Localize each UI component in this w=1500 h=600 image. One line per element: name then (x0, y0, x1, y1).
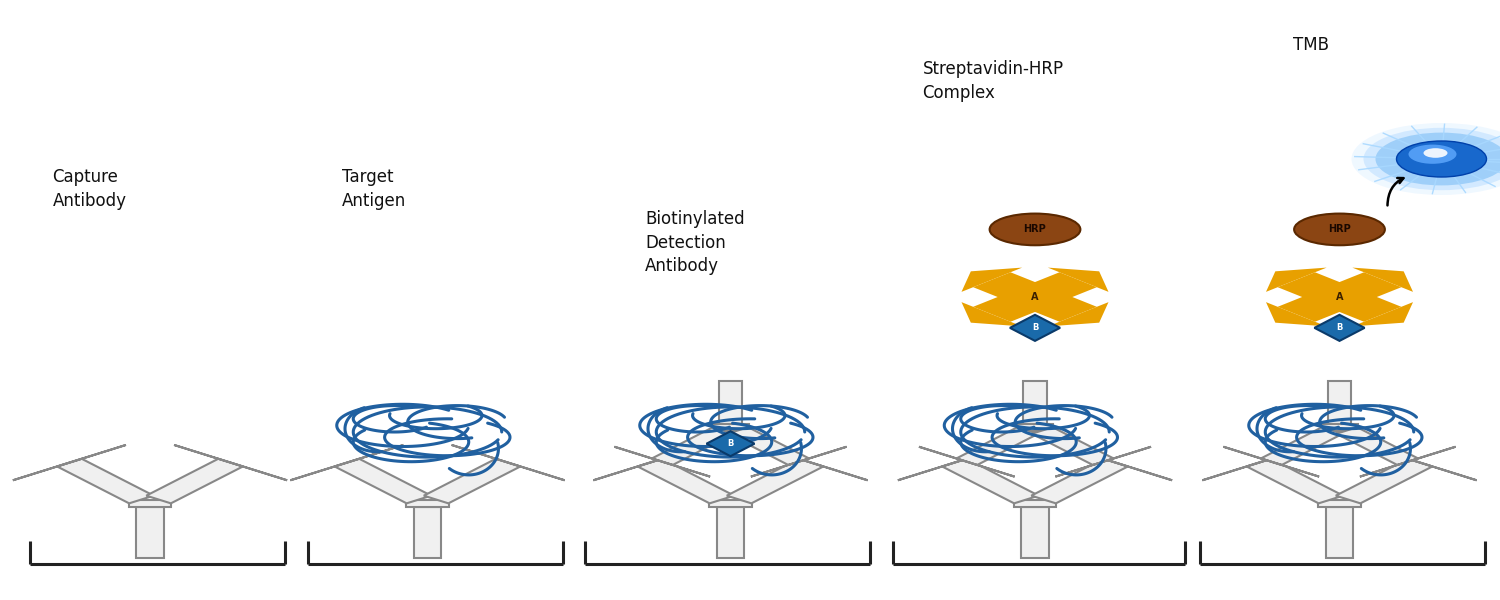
Polygon shape (174, 445, 286, 480)
Polygon shape (728, 427, 809, 465)
Polygon shape (594, 445, 706, 480)
Circle shape (1364, 128, 1500, 190)
Polygon shape (334, 459, 430, 503)
Polygon shape (728, 459, 824, 503)
Polygon shape (136, 507, 164, 558)
Polygon shape (1014, 499, 1056, 507)
Polygon shape (13, 445, 126, 480)
Polygon shape (974, 272, 1053, 304)
Polygon shape (1203, 445, 1316, 480)
Circle shape (1311, 286, 1368, 308)
Polygon shape (1266, 268, 1326, 292)
Polygon shape (1048, 268, 1108, 292)
Circle shape (1352, 123, 1500, 195)
Polygon shape (129, 499, 171, 507)
Text: Biotinylated
Detection
Antibody: Biotinylated Detection Antibody (645, 210, 744, 275)
Polygon shape (1314, 315, 1365, 341)
Ellipse shape (990, 214, 1080, 245)
Polygon shape (962, 268, 1022, 292)
Polygon shape (147, 459, 243, 503)
Polygon shape (1364, 445, 1476, 480)
Polygon shape (942, 459, 1038, 503)
Polygon shape (1278, 272, 1358, 304)
Polygon shape (957, 427, 1038, 465)
Text: TMB: TMB (1293, 36, 1329, 54)
Polygon shape (615, 447, 710, 476)
Polygon shape (710, 499, 752, 507)
Circle shape (1408, 145, 1456, 164)
Text: HRP: HRP (1328, 224, 1352, 235)
Polygon shape (898, 445, 1011, 480)
Polygon shape (1010, 315, 1060, 341)
Polygon shape (1017, 424, 1053, 431)
Polygon shape (414, 507, 441, 558)
Text: Capture
Antibody: Capture Antibody (53, 168, 126, 209)
Text: Streptavidin-HRP
Complex: Streptavidin-HRP Complex (922, 60, 1064, 101)
Polygon shape (962, 302, 1022, 326)
Text: B: B (1336, 323, 1342, 332)
Polygon shape (424, 459, 520, 503)
Text: B: B (728, 439, 734, 448)
Polygon shape (452, 445, 564, 480)
Polygon shape (1322, 272, 1401, 304)
Polygon shape (638, 459, 734, 503)
Circle shape (1396, 141, 1486, 177)
Polygon shape (291, 445, 404, 480)
Text: Target
Antigen: Target Antigen (342, 168, 406, 209)
Text: A: A (1032, 292, 1038, 302)
Polygon shape (1032, 459, 1128, 503)
Polygon shape (406, 499, 448, 507)
Polygon shape (1328, 381, 1352, 424)
Polygon shape (706, 431, 754, 456)
Polygon shape (754, 445, 867, 480)
Circle shape (1007, 286, 1064, 308)
Polygon shape (652, 427, 734, 465)
Polygon shape (1322, 290, 1401, 322)
Polygon shape (752, 447, 846, 476)
Text: HRP: HRP (1023, 224, 1047, 235)
Polygon shape (1318, 499, 1360, 507)
Polygon shape (1326, 507, 1353, 558)
Text: B: B (1032, 323, 1038, 332)
Polygon shape (1336, 427, 1418, 465)
Polygon shape (1023, 381, 1047, 424)
Polygon shape (1032, 427, 1113, 465)
Polygon shape (1360, 447, 1455, 476)
Polygon shape (920, 447, 1014, 476)
Polygon shape (712, 424, 748, 431)
Polygon shape (1022, 507, 1048, 558)
Polygon shape (1017, 290, 1096, 322)
Ellipse shape (1294, 214, 1384, 245)
Circle shape (1376, 133, 1500, 185)
Polygon shape (1056, 447, 1150, 476)
Polygon shape (57, 459, 153, 503)
Polygon shape (1353, 268, 1413, 292)
Polygon shape (1262, 427, 1342, 465)
Circle shape (1424, 148, 1448, 158)
Polygon shape (1278, 290, 1358, 322)
Polygon shape (718, 381, 742, 424)
Polygon shape (974, 290, 1053, 322)
Polygon shape (1246, 459, 1342, 503)
Polygon shape (1266, 302, 1326, 326)
Polygon shape (1224, 447, 1318, 476)
Polygon shape (1017, 272, 1096, 304)
Polygon shape (1353, 302, 1413, 326)
Polygon shape (717, 507, 744, 558)
Text: A: A (1335, 292, 1344, 302)
Polygon shape (1059, 445, 1172, 480)
Polygon shape (1322, 424, 1358, 431)
Polygon shape (1048, 302, 1108, 326)
Polygon shape (1336, 459, 1432, 503)
